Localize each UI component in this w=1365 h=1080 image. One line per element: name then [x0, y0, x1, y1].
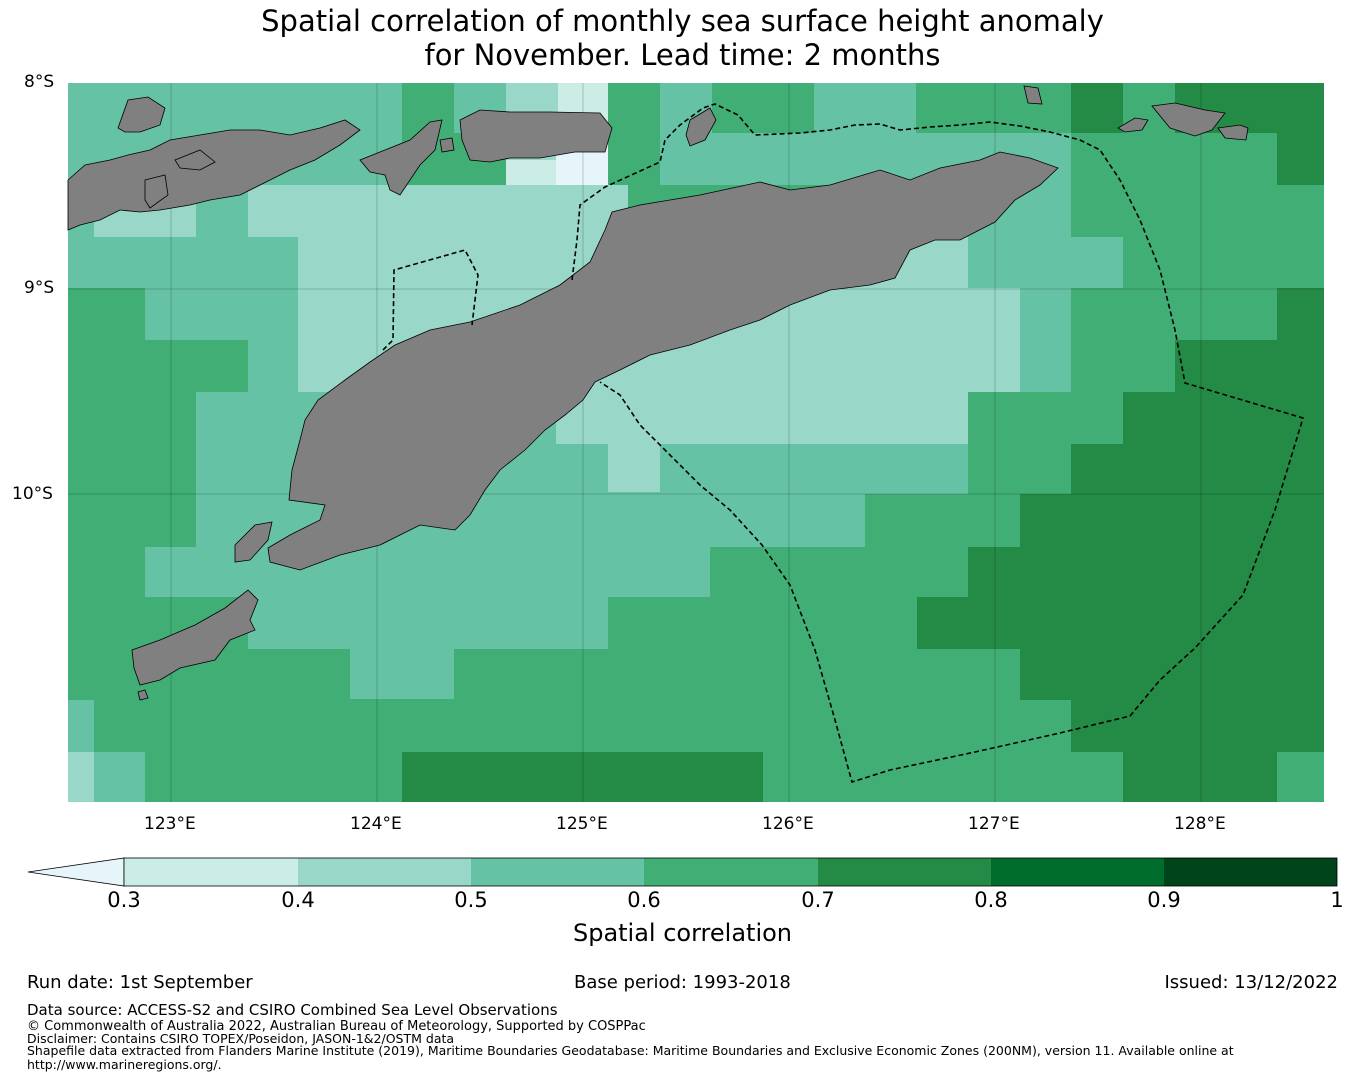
colorbar	[27, 857, 1338, 887]
base-period: Base period: 1993-2018	[574, 972, 791, 993]
eez-boundary	[382, 103, 1304, 784]
run-date: Run date: 1st September	[27, 972, 253, 993]
lon-label-126e: 126°E	[762, 814, 814, 834]
map-title-line-2: for November. Lead time: 2 months	[424, 38, 941, 72]
wetar-west	[117, 96, 166, 133]
shapefile-credit: Shapefile data extracted from Flanders M…	[27, 1043, 1234, 1058]
rote-island	[234, 521, 273, 563]
marineregions-url: http://www.marineregions.org/.	[27, 1057, 222, 1072]
colorbar-tick-1: 1	[1330, 888, 1344, 912]
sawu-island	[131, 589, 259, 686]
small-island-3	[439, 137, 455, 153]
colorbar-bin-0.5-0.6	[471, 858, 644, 886]
small-island-4	[137, 689, 149, 701]
small-island-2	[144, 174, 169, 209]
copyright: © Commonwealth of Australia 2022, Austra…	[27, 1019, 646, 1034]
map-title-line-1: Spatial correlation of monthly sea surfa…	[261, 4, 1104, 38]
colorbar-tick-0.5: 0.5	[454, 888, 488, 912]
data-source: Data source: ACCESS-S2 and CSIRO Combine…	[27, 1001, 558, 1019]
colorbar-tick-0.9: 0.9	[1147, 888, 1181, 912]
lon-label-125e: 125°E	[556, 814, 608, 834]
moa-island	[1151, 102, 1226, 137]
alor-island	[459, 109, 613, 163]
colorbar-bin-0.9-1	[1164, 858, 1337, 886]
small-island-1	[174, 149, 216, 171]
issued-date: Issued: 13/12/2022	[1164, 972, 1338, 993]
flores-island	[67, 119, 361, 231]
lon-label-128e: 128°E	[1174, 814, 1226, 834]
colorbar-tick-0.7: 0.7	[801, 888, 835, 912]
timor-island	[267, 151, 1059, 571]
wetar-island	[685, 107, 717, 147]
colorbar-tick-0.4: 0.4	[281, 888, 315, 912]
colorbar-tick-0.6: 0.6	[627, 888, 661, 912]
disclaimer: Disclaimer: Contains CSIRO TOPEX/Poseido…	[27, 1031, 455, 1046]
lat-label-9s: 9°S	[24, 278, 55, 298]
colorbar-frame	[123, 857, 1338, 887]
colorbar-under-triangle	[27, 857, 125, 887]
lakor-island	[1217, 124, 1249, 141]
colorbar-bin-0.4-0.5	[298, 858, 471, 886]
kisar-island	[1023, 85, 1043, 105]
correlation-cells-0.7-0.8	[402, 83, 1324, 802]
lat-label-8s: 8°S	[24, 72, 55, 92]
lon-label-127e: 127°E	[968, 814, 1020, 834]
lon-label-124e: 124°E	[350, 814, 402, 834]
colorbar-tick-0.3: 0.3	[107, 888, 141, 912]
colorbar-bin-0.6-0.7	[644, 858, 818, 886]
land-masses	[67, 85, 1249, 701]
colorbar-label: Spatial correlation	[572, 919, 793, 947]
lat-label-10s: 10°S	[12, 484, 53, 504]
colorbar-bin-0.8-0.9	[991, 858, 1164, 886]
colorbar-bin-0.7-0.8	[818, 858, 991, 886]
colorbar-tick-0.8: 0.8	[974, 888, 1008, 912]
lon-label-123e: 123°E	[144, 814, 196, 834]
colorbar-bin-0.3-0.4	[124, 858, 298, 886]
pantar-island	[359, 119, 443, 196]
leti-island	[1117, 117, 1149, 133]
